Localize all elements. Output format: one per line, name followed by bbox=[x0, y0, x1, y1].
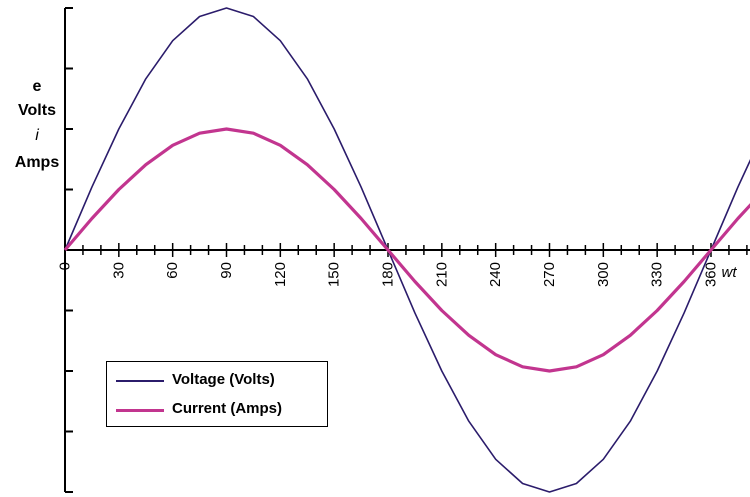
x-tick-label: 360 bbox=[703, 262, 720, 287]
x-tick-label: 330 bbox=[649, 262, 666, 287]
x-tick-label: 180 bbox=[380, 262, 397, 287]
x-tick-label: 90 bbox=[218, 262, 235, 279]
legend-label-voltage: Voltage (Volts) bbox=[172, 371, 275, 388]
x-tick-label: 30 bbox=[110, 262, 127, 279]
x-tick-label: 270 bbox=[541, 262, 558, 287]
legend-label-current: Current (Amps) bbox=[172, 400, 283, 417]
legend-swatch-current bbox=[116, 409, 164, 412]
x-tick-label: 300 bbox=[595, 262, 612, 287]
x-tick-label: 240 bbox=[487, 262, 504, 287]
x-tick-label: 150 bbox=[326, 262, 343, 287]
y-axis-label-i: i bbox=[35, 127, 39, 144]
x-tick-label: 120 bbox=[272, 262, 289, 287]
y-axis-label-volts: Volts bbox=[18, 102, 56, 119]
legend-item-voltage: Voltage (Volts) bbox=[107, 370, 327, 390]
x-tick-label: 60 bbox=[164, 262, 181, 279]
y-axis-label-amps: Amps bbox=[14, 154, 60, 171]
legend: Voltage (Volts) Current (Amps) bbox=[106, 361, 328, 427]
x-tick-label: 210 bbox=[433, 262, 450, 287]
tick-marks bbox=[64, 7, 748, 493]
legend-item-current: Current (Amps) bbox=[107, 399, 327, 419]
x-tick-labels: 0 30 60 90 120 150 180 210 240 270 300 330 360 bbox=[57, 262, 720, 287]
series-lines bbox=[63, 7, 750, 493]
x-axis-label: wt bbox=[722, 264, 738, 281]
x-tick-label: 0 bbox=[57, 262, 74, 270]
legend-swatch-voltage bbox=[116, 380, 164, 382]
current-line bbox=[63, 127, 750, 373]
y-axis-label-e: e bbox=[32, 78, 42, 95]
voltage-line bbox=[64, 7, 750, 493]
